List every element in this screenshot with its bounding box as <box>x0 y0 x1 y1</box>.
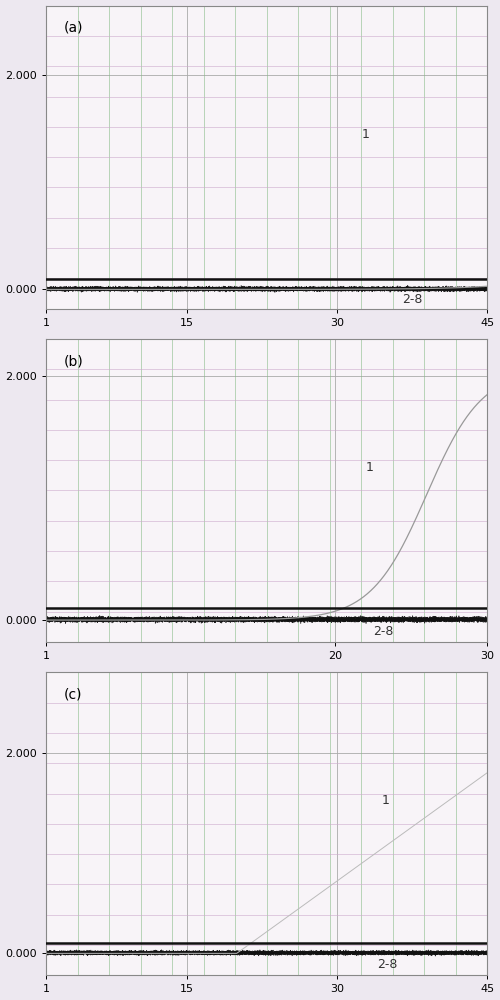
Text: 1: 1 <box>362 128 370 141</box>
Text: 2-8: 2-8 <box>374 625 394 638</box>
Text: 2-8: 2-8 <box>402 293 422 306</box>
Text: (c): (c) <box>64 687 82 701</box>
Text: (a): (a) <box>64 21 84 35</box>
Text: (b): (b) <box>64 354 84 368</box>
Text: 2-8: 2-8 <box>377 958 398 971</box>
Text: 1: 1 <box>366 461 374 474</box>
Text: 1: 1 <box>382 794 390 807</box>
